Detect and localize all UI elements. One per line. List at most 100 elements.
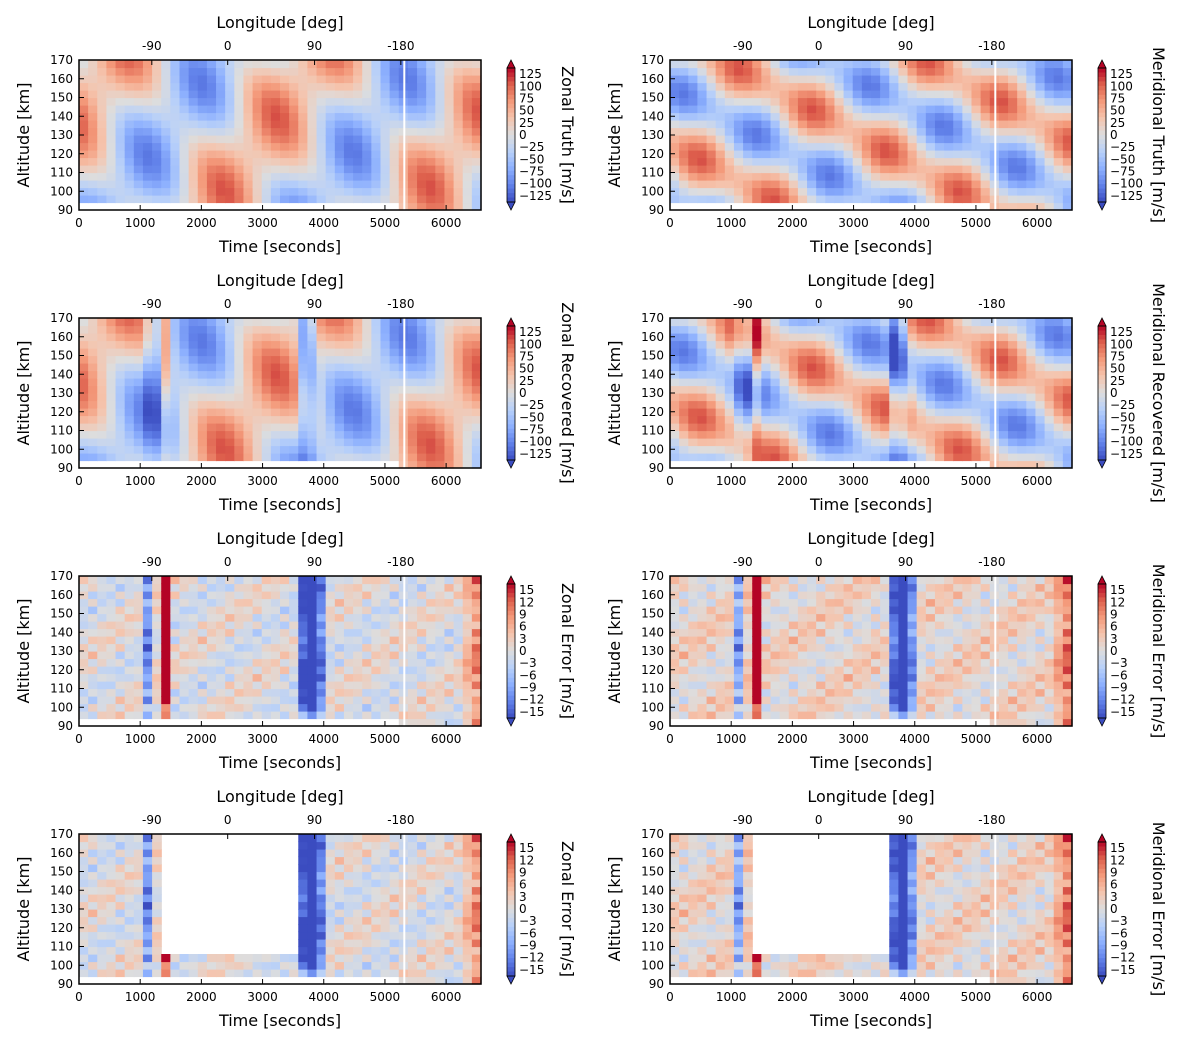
heatmap-cell — [307, 415, 318, 424]
heatmap-cell — [462, 142, 473, 151]
heatmap-cell — [371, 681, 382, 690]
heatmap-cell — [444, 591, 455, 600]
heatmap-cell — [179, 135, 190, 144]
heatmap-cell — [371, 400, 382, 409]
heatmap-cell — [353, 318, 363, 327]
heatmap-cell — [1062, 82, 1073, 91]
heatmap-cell — [243, 628, 254, 637]
heatmap-cell — [152, 120, 162, 129]
heatmap-cell — [462, 415, 473, 424]
heatmap-cell — [1044, 355, 1055, 364]
heatmap-cell — [435, 333, 446, 342]
heatmap-cell — [779, 666, 790, 675]
heatmap-cell — [289, 90, 299, 99]
heatmap-cell — [316, 408, 327, 417]
heatmap-cell — [697, 105, 708, 114]
heatmap-cell — [706, 445, 717, 454]
heatmap-cell — [362, 438, 372, 447]
heatmap-cell — [770, 127, 781, 136]
heatmap-cell — [88, 340, 98, 349]
colorbar-tick-label: 6 — [519, 620, 527, 634]
heatmap-cell — [880, 363, 890, 372]
heatmap-cell — [944, 408, 954, 417]
heatmap-cell — [743, 393, 753, 402]
heatmap-cell — [389, 172, 400, 181]
heatmap-cell — [307, 453, 318, 462]
heatmap-cell — [133, 187, 144, 196]
heatmap-cell — [170, 142, 181, 151]
heatmap-cell — [133, 112, 144, 121]
heatmap-cell — [380, 598, 391, 607]
heatmap-cell — [770, 453, 781, 462]
heatmap-cell — [389, 187, 400, 196]
heatmap-cell — [797, 438, 808, 447]
heatmap-cell — [152, 172, 162, 181]
heatmap-cell — [825, 75, 836, 84]
y-tick-label: 110 — [50, 424, 73, 438]
heatmap-cell — [752, 445, 762, 454]
heatmap-cell — [124, 688, 135, 697]
heatmap-cell — [980, 97, 991, 106]
heatmap-cell — [688, 340, 699, 349]
heatmap-cell — [715, 703, 726, 712]
colorbar-segment — [507, 615, 515, 621]
colorbar-tick-label: −75 — [1110, 165, 1135, 179]
heatmap-cell — [353, 696, 363, 705]
heatmap-cell — [825, 67, 836, 76]
heatmap-cell — [1062, 172, 1073, 181]
heatmap-cell — [889, 67, 900, 76]
heatmap-cell — [353, 681, 363, 690]
heatmap-cell — [334, 355, 345, 364]
heatmap-cell — [170, 613, 181, 622]
heatmap-cell — [843, 180, 854, 189]
heatmap-cell — [371, 340, 382, 349]
heatmap-cell — [971, 105, 982, 114]
heatmap-cell — [252, 636, 263, 645]
heatmap-cell — [307, 408, 318, 417]
heatmap-cell — [298, 105, 309, 114]
heatmap-cell — [142, 621, 153, 630]
heatmap-cell — [733, 187, 744, 196]
heatmap-cell — [206, 150, 217, 159]
heatmap-cell — [852, 90, 863, 99]
heatmap-cell — [953, 142, 963, 151]
heatmap-cell — [444, 453, 455, 462]
heatmap-cell — [880, 120, 890, 129]
heatmap-cell — [234, 415, 245, 424]
y-tick-label: 140 — [641, 109, 664, 123]
colorbar-segment — [507, 175, 515, 181]
heatmap-cell — [925, 150, 936, 159]
heatmap-cell — [953, 195, 963, 204]
heatmap-cell — [280, 165, 290, 174]
heatmap-cell — [417, 142, 427, 151]
heatmap-cell — [216, 187, 226, 196]
heatmap-cell — [670, 355, 680, 364]
heatmap-cell — [1026, 105, 1037, 114]
heatmap-cell — [334, 688, 345, 697]
heatmap-cell — [471, 157, 482, 166]
heatmap-cell — [724, 415, 735, 424]
heatmap-cell — [170, 643, 181, 652]
heatmap-cell — [426, 363, 436, 372]
heatmap-cell — [679, 445, 689, 454]
heatmap-cell — [1044, 142, 1055, 151]
y-tick-label: 120 — [50, 147, 73, 161]
heatmap-cell — [170, 438, 181, 447]
heatmap-cell — [298, 157, 309, 166]
heatmap-cell — [225, 658, 235, 667]
heatmap-cell — [115, 430, 126, 439]
heatmap-cell — [142, 97, 153, 106]
heatmap-cell — [371, 105, 382, 114]
heatmap-cell — [898, 355, 909, 364]
heatmap-cell — [743, 636, 753, 645]
heatmap-cell — [179, 120, 190, 129]
heatmap-cell — [316, 60, 327, 69]
heatmap-cell — [980, 438, 991, 447]
heatmap-cell — [1008, 127, 1018, 136]
heatmap-cell — [843, 172, 854, 181]
heatmap-cell — [1044, 423, 1055, 432]
heatmap-cell — [216, 576, 226, 585]
heatmap-cell — [389, 318, 400, 327]
heatmap-cell — [124, 318, 135, 327]
heatmap-cell — [825, 135, 836, 144]
